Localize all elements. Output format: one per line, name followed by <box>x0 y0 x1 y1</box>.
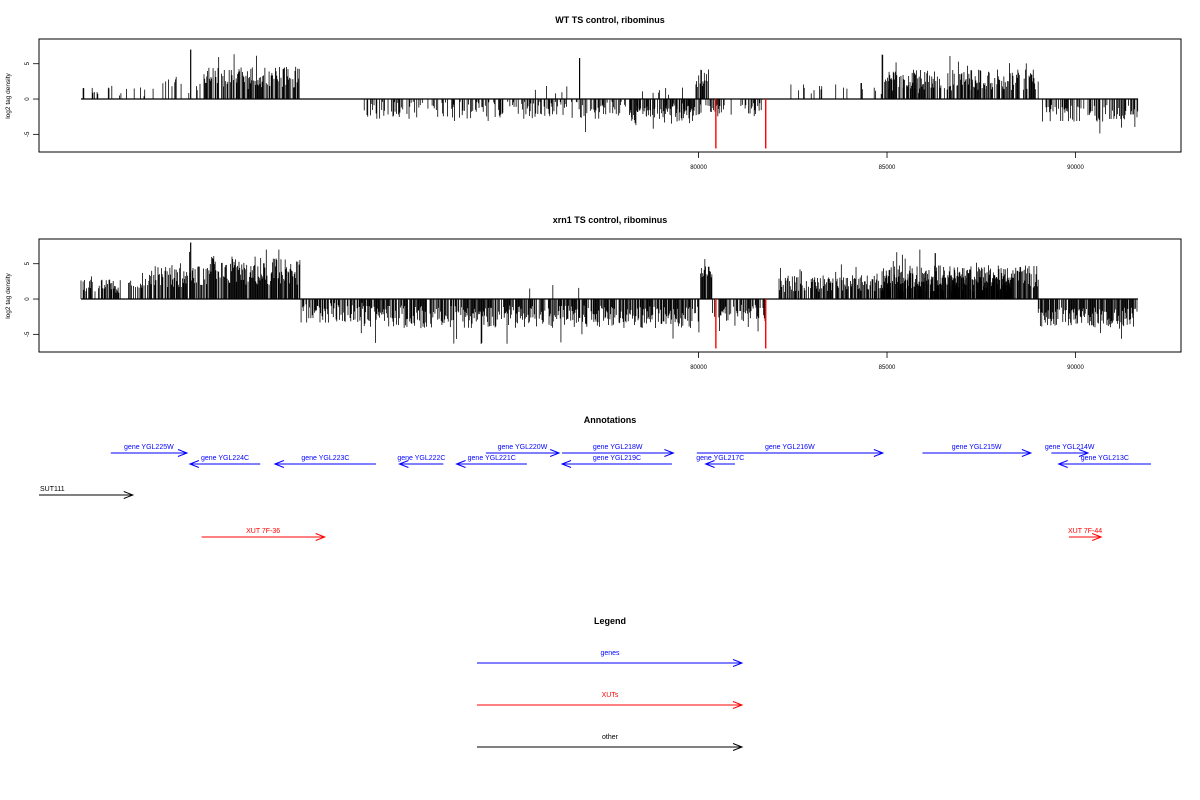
annotation-feature: gene YGL224C <box>188 455 261 468</box>
feature-label: gene YGL215W <box>952 444 1002 451</box>
feature-label: gene YGL218W <box>593 444 643 451</box>
legend-title: Legend <box>594 616 626 626</box>
feature-arrow-head <box>873 449 885 457</box>
annotation-feature: gene YGL222C <box>397 455 445 468</box>
legend: Legend genes XUTs other <box>477 616 744 751</box>
annotations-title: Annotations <box>584 415 637 425</box>
annotation-feature: gene YGL220W <box>485 444 561 457</box>
wt-x-tick-label: 85000 <box>879 165 896 171</box>
legend-label: XUTs <box>602 692 619 699</box>
feature-label: gene YGL216W <box>765 444 815 451</box>
feature-arrow-head <box>315 533 327 541</box>
feature-arrow-head <box>1021 449 1033 457</box>
xrn1-spikes <box>190 242 936 349</box>
annotation-features: gene YGL225W gene YGL224C gene YGL223C gene… <box>39 444 1151 541</box>
xrn1-panel-title: xrn1 TS control, ribominus <box>553 215 668 225</box>
feature-arrow-head <box>549 449 561 457</box>
xrn1-x-tick-label: 80000 <box>690 365 707 371</box>
feature-label: XUT 7F-36 <box>246 528 280 535</box>
feature-label: gene YGL214W <box>1045 444 1095 451</box>
xrn1-density-panel: xrn1 TS control, ribominus log2 tag dens… <box>5 215 1182 371</box>
annotation-feature: gene YGL214W <box>1045 444 1095 457</box>
xrn1-signal-bars <box>80 249 1138 344</box>
annotation-feature: gene YGL213C <box>1057 455 1151 468</box>
feature-arrow-head <box>123 491 135 499</box>
feature-label: XUT 7F-44 <box>1068 528 1102 535</box>
legend-label: genes <box>600 650 620 657</box>
wt-signal-bars <box>81 54 1139 134</box>
annotation-feature: gene YGL221C <box>455 455 527 468</box>
legend-label: other <box>602 734 619 741</box>
wt-y-tick-label: 0 <box>25 97 31 101</box>
feature-arrow-head <box>188 460 200 468</box>
annotation-feature: gene YGL217C <box>696 455 744 468</box>
feature-arrow-head <box>177 449 189 457</box>
feature-label: gene YGL225W <box>124 444 174 451</box>
feature-label: gene YGL220W <box>498 444 548 451</box>
annotation-feature: gene YGL225W <box>110 444 189 457</box>
wt-y-axis: -5 0 5 <box>25 61 40 137</box>
annotation-feature: gene YGL223C <box>273 455 376 468</box>
wt-panel-title: WT TS control, ribominus <box>555 15 665 25</box>
wt-density-panel: WT TS control, ribominus log2 tag densit… <box>5 15 1182 171</box>
wt-y-tick-label: 5 <box>25 61 31 65</box>
xrn1-y-tick-label: -5 <box>25 331 31 337</box>
legend-item: genes <box>477 650 744 667</box>
annotation-feature: gene YGL216W <box>696 444 885 457</box>
feature-label: gene YGL222C <box>397 455 445 462</box>
feature-label: gene YGL213C <box>1081 455 1129 462</box>
xrn1-y-tick-label: 5 <box>25 261 31 265</box>
wt-spikes <box>190 49 767 149</box>
feature-label: gene YGL221C <box>468 455 516 462</box>
xrn1-y-axis-label: log2 tag density <box>5 272 12 318</box>
feature-label: gene YGL223C <box>301 455 349 462</box>
annotation-feature: gene YGL215W <box>922 444 1033 457</box>
xrn1-x-axis: 80000 85000 90000 <box>690 351 1084 371</box>
legend-arrow-head <box>732 701 744 709</box>
wt-x-axis: 80000 85000 90000 <box>690 151 1084 171</box>
annotation-feature: gene YGL219C <box>560 455 672 468</box>
legend-items: genes XUTs other <box>477 650 744 751</box>
legend-arrow-head <box>732 743 744 751</box>
legend-item: other <box>477 734 744 751</box>
feature-label: SUT111 <box>40 486 65 493</box>
feature-label: gene YGL219C <box>593 455 641 462</box>
feature-arrow-head <box>664 449 675 457</box>
feature-arrow-head <box>273 460 285 468</box>
feature-label: gene YGL217C <box>696 455 744 462</box>
xrn1-y-tick-label: 0 <box>25 297 31 301</box>
wt-x-tick-label: 90000 <box>1067 165 1084 171</box>
feature-arrow-head <box>560 460 572 468</box>
xrn1-x-tick-label: 90000 <box>1067 365 1084 371</box>
annotation-feature: SUT111 <box>39 486 135 499</box>
feature-arrow-head <box>455 460 466 468</box>
annotation-feature: XUT 7F-36 <box>201 528 327 541</box>
legend-arrow-head <box>732 659 744 667</box>
feature-label: gene YGL224C <box>201 455 249 462</box>
annotation-feature: XUT 7F-44 <box>1068 528 1103 541</box>
annotation-feature: gene YGL218W <box>562 444 675 457</box>
feature-arrow-head <box>1057 460 1068 468</box>
xrn1-x-tick-label: 85000 <box>879 365 896 371</box>
feature-arrow-head <box>1092 533 1103 541</box>
feature-arrow-head <box>1078 449 1090 457</box>
wt-y-axis-label: log2 tag density <box>5 72 12 118</box>
feature-arrow-head <box>398 460 409 468</box>
wt-y-tick-label: -5 <box>25 131 31 137</box>
feature-arrow-head <box>704 460 715 468</box>
wt-x-tick-label: 80000 <box>690 165 707 171</box>
legend-item: XUTs <box>477 692 744 709</box>
xrn1-y-axis: -5 0 5 <box>25 261 40 337</box>
